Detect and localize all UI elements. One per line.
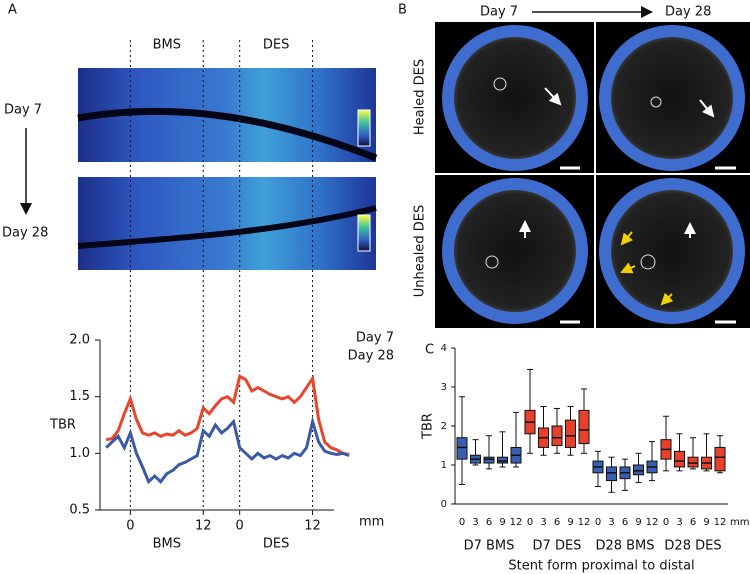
x-tick-label: 0 [459,517,465,528]
colorbar [357,109,371,147]
catheter [485,255,499,269]
group-label: D28 BMS [595,539,654,554]
x-tick-label: 9 [635,517,641,528]
group-label: D7 DES [533,539,582,554]
y-axis-label: TBR [421,413,436,440]
box [565,419,576,448]
row-label: Unhealed DES [413,205,428,297]
box [456,437,468,460]
catheter [493,77,507,91]
x-tick-label: 6 [486,517,492,528]
x-tick-label: 12 [646,517,659,528]
x-tick-label: 0 [126,519,134,534]
x-tick-label: 12 [714,517,727,528]
line-series [105,374,350,456]
oct-image [442,25,588,171]
x-tick-label: 12 [195,519,212,534]
oct-grid [435,22,750,328]
row-label: Healed DES [413,59,428,135]
x-tick-label: 3 [540,517,546,528]
arrow [699,99,715,118]
x-tick-label: 9 [703,517,709,528]
box [606,466,617,482]
x-tick-label: 6 [690,517,696,528]
group-label: D7 BMS [464,539,515,554]
x-tick-label: 3 [472,517,478,528]
y-tick-label: 2 [441,421,447,432]
y-tick-label: 4 [441,343,447,354]
heatmap-image [78,177,376,270]
panel-label: C [425,343,434,358]
y-axis-label: TBR [49,418,76,433]
vessel-wall [77,205,377,249]
legend-entry: Day 7 [356,331,394,346]
oct-ring [442,25,588,171]
x-tick-label: 0 [236,519,244,534]
y-tick-label: 1.0 [69,446,90,461]
x-tick-label: 12 [304,519,321,534]
line-series [105,415,350,485]
box [578,409,590,445]
arrow [620,231,634,246]
vessel-wall [77,107,378,162]
oct-ring [599,178,745,324]
x-group-label: BMS [153,537,181,552]
x-group-label: DES [263,537,289,552]
x-tick-label: 6 [622,517,628,528]
x-axis-label: mm [359,515,384,530]
arrow [660,292,674,306]
x-tick-label: 6 [554,517,560,528]
y-tick-label: 1.5 [69,389,90,404]
x-axis-label: Stent form proximal to distal [508,559,694,574]
x-tick-label: 0 [595,517,601,528]
box [497,456,508,464]
catheter [640,254,656,270]
oct-image [599,178,745,324]
x-tick-label: 12 [510,517,523,528]
y-tick-label: 3 [441,382,447,393]
x-tick-label: 3 [676,517,682,528]
x-tick-label: 0 [663,517,669,528]
catheter [650,96,662,108]
group-label: D28 DES [664,539,721,554]
panel-label: B [398,3,407,18]
oct-ring [599,25,745,171]
column-label: Day 7 [480,5,518,20]
box [714,446,726,472]
image-region-label: DES [263,38,289,53]
column-label: Day 28 [665,5,711,20]
oct-ring [442,178,588,324]
box [674,450,685,468]
x-tick-label: 9 [499,517,505,528]
oct-image [599,25,745,171]
x-unit: mm [730,517,749,528]
x-tick-label: 0 [527,517,533,528]
y-tick-label: 1 [441,460,447,471]
x-tick-label: 9 [567,517,573,528]
box [687,456,699,468]
box [551,425,563,446]
panel-label: A [8,3,17,18]
oct-image [442,178,588,324]
y-tick-label: 2.0 [69,333,90,348]
y-tick-label: 0.5 [69,503,90,518]
box [483,456,495,464]
x-tick-label: 3 [608,517,614,528]
row-label: Day 7 [4,103,42,118]
legend-entry: Day 28 [348,349,394,364]
row-label: Day 28 [2,226,48,241]
colorbar [357,214,371,252]
y-tick-label: 0 [441,499,447,510]
image-region-label: BMS [153,38,181,53]
x-tick-label: 12 [578,517,591,528]
arrow [620,262,636,274]
box [633,464,644,476]
arrow [544,87,562,106]
